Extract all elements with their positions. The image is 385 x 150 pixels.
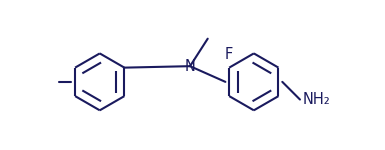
Text: F: F: [225, 47, 233, 62]
Text: NH₂: NH₂: [303, 92, 331, 107]
Text: N: N: [185, 59, 196, 74]
